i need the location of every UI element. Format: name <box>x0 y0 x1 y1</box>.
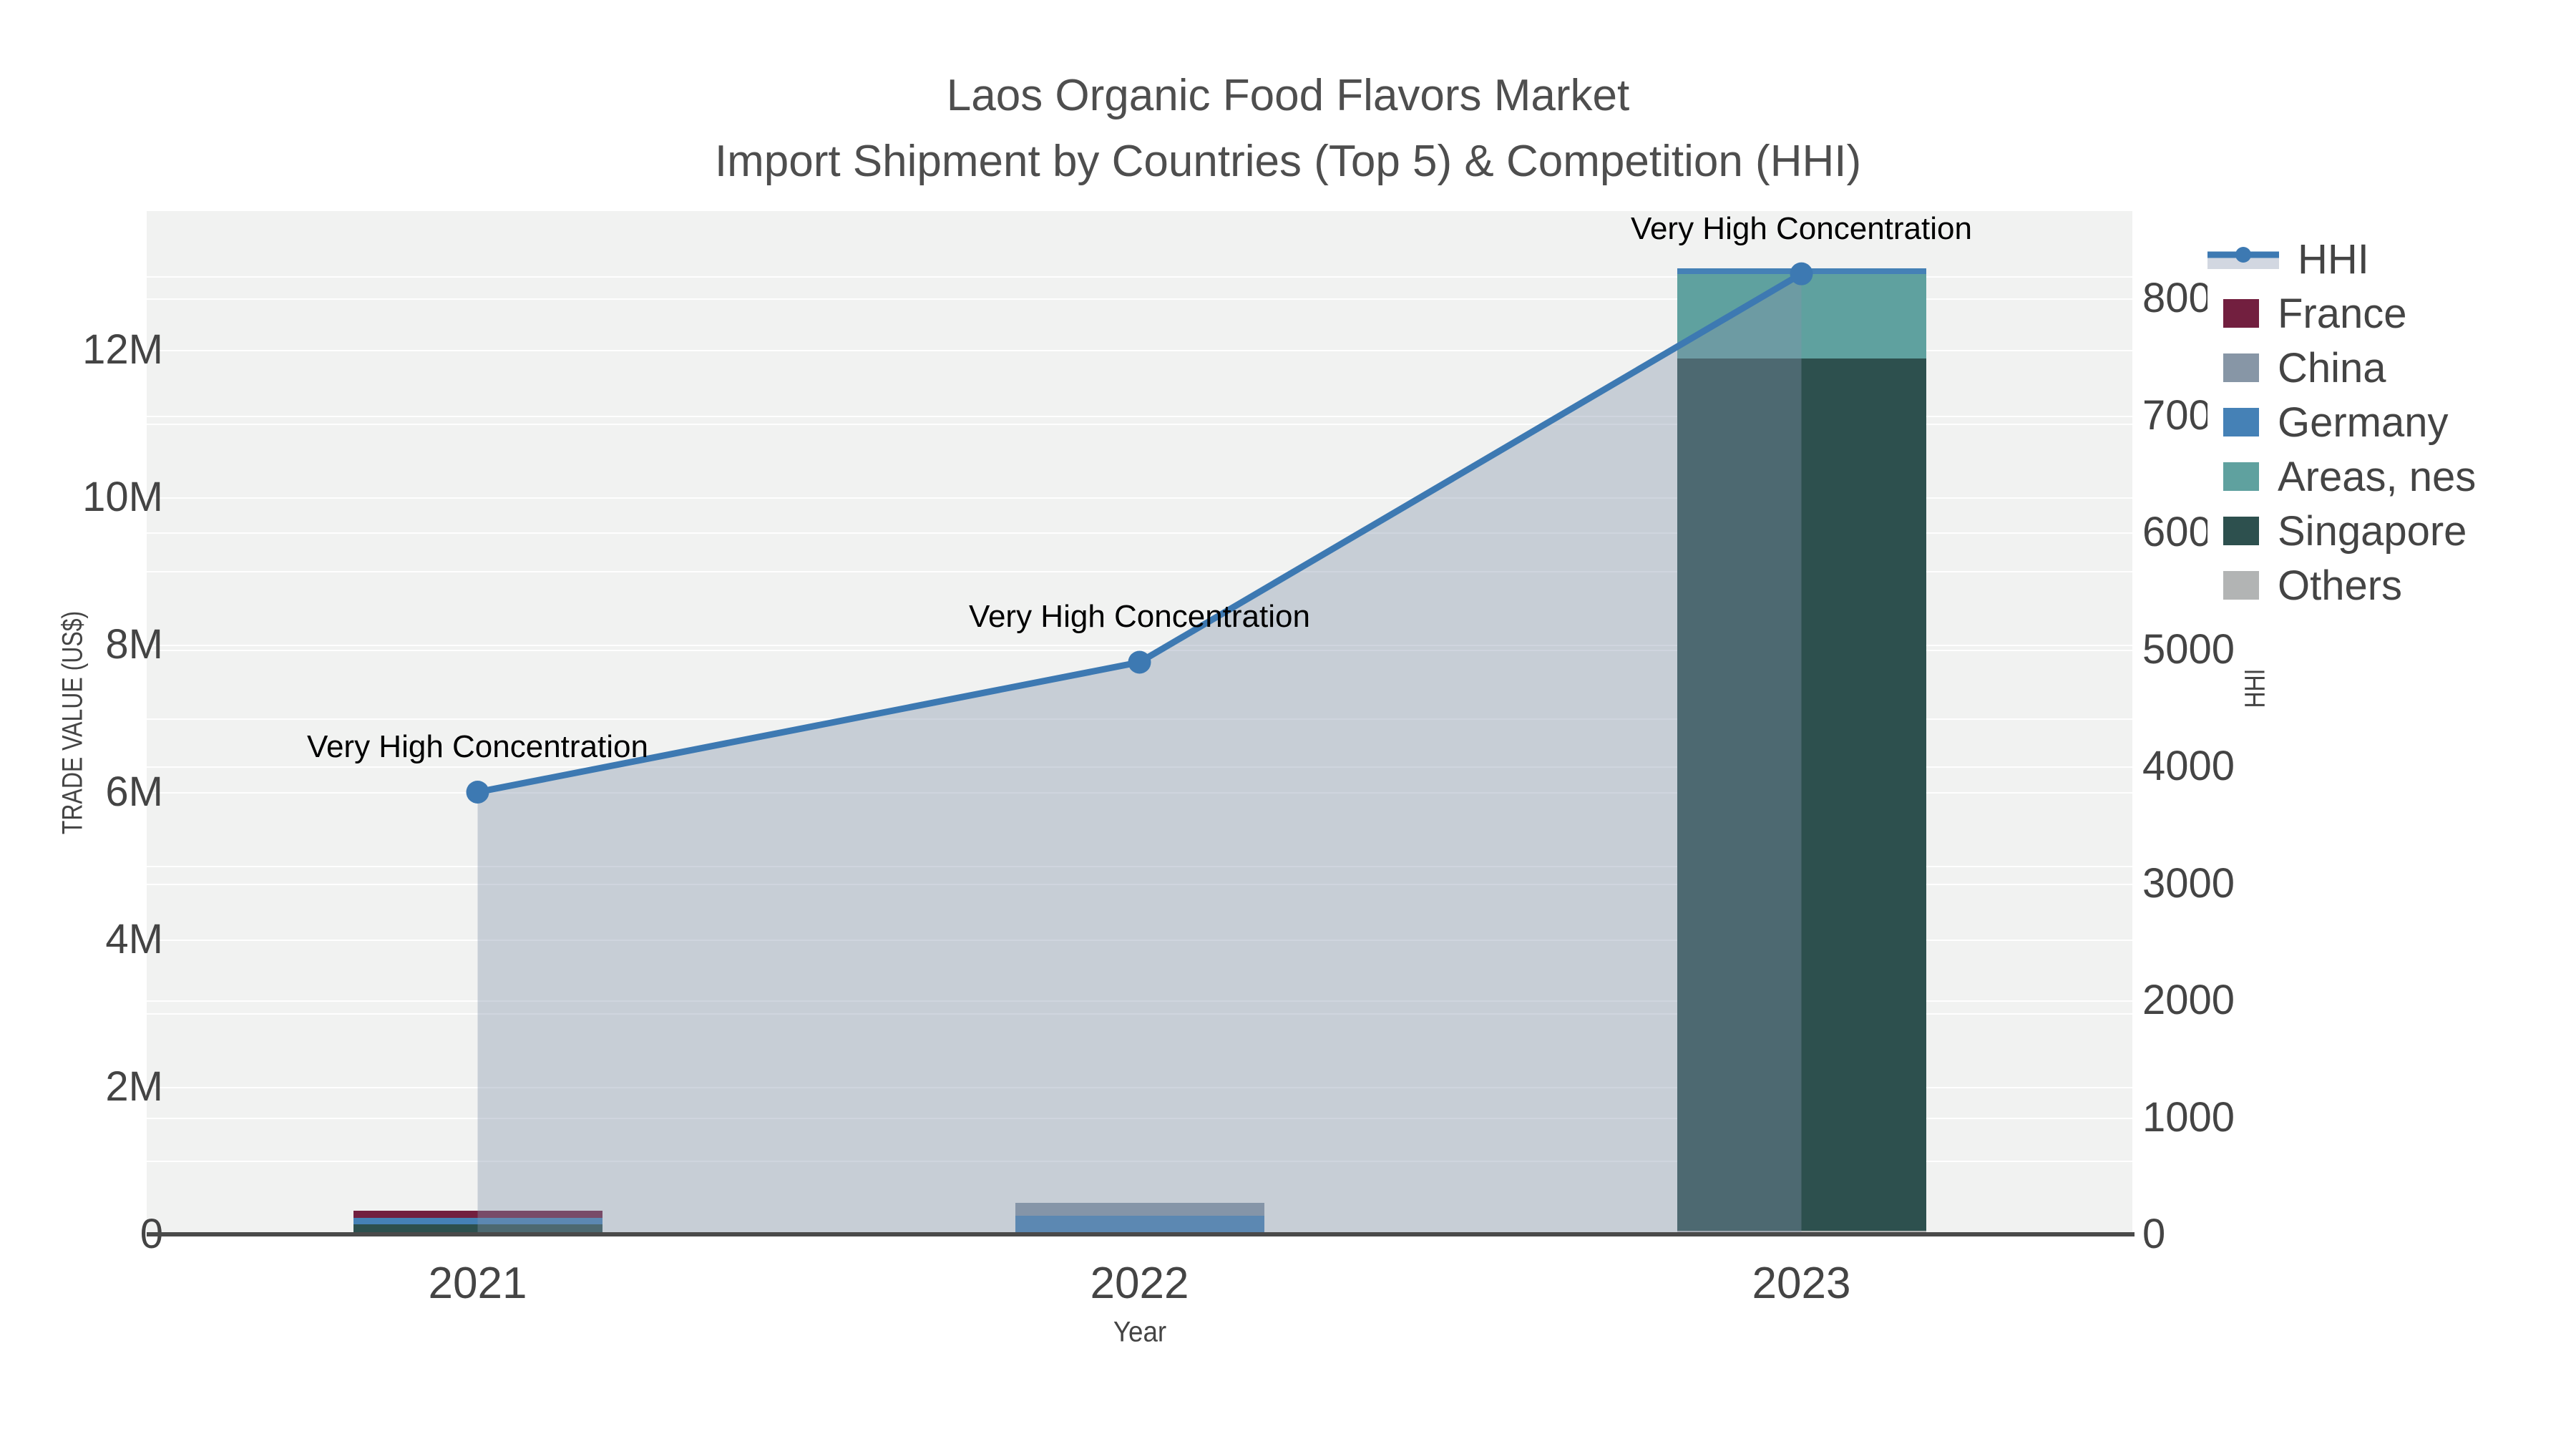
gridline <box>147 940 2132 941</box>
legend: HHI France China Germany Areas, nes Singapore… <box>2207 228 2576 617</box>
bar-segment-germany-2021 <box>353 1218 602 1224</box>
legend-label: France <box>2278 290 2407 337</box>
right-tick-1000: 1000 <box>2142 1093 2235 1141</box>
chart-title-line1: Laos Organic Food Flavors Market <box>946 71 1630 120</box>
left-tick-10M: 10M <box>82 474 163 520</box>
gridline <box>147 1117 2132 1119</box>
chart-title: Laos Organic Food Flavors Market Import … <box>0 63 2576 195</box>
left-tick-8M: 8M <box>105 621 163 668</box>
legend-swatch-others <box>2223 571 2259 600</box>
right-tick-0: 0 <box>2142 1211 2166 1257</box>
legend-item-france[interactable]: France <box>2207 286 2576 341</box>
right-axis-title: HHI <box>2239 668 2271 708</box>
legend-label: China <box>2278 344 2386 391</box>
legend-item-singapore[interactable]: Singapore <box>2207 504 2576 558</box>
legend-swatch-france <box>2223 299 2259 328</box>
left-tick-12M: 12M <box>82 326 163 373</box>
gridline <box>147 1161 2132 1162</box>
left-tick-4M: 4M <box>105 916 163 962</box>
legend-label: HHI <box>2298 235 2369 283</box>
plot-area <box>147 211 2132 1234</box>
legend-swatch-china <box>2223 353 2259 382</box>
legend-item-china[interactable]: China <box>2207 341 2576 395</box>
legend-label: Germany <box>2278 399 2449 446</box>
bar-segment-france-2021 <box>353 1211 602 1219</box>
x-axis-title: Year <box>1113 1316 1167 1348</box>
right-tick-2000: 2000 <box>2142 977 2235 1023</box>
chart-title-line2: Import Shipment by Countries (Top 5) & C… <box>714 137 1862 186</box>
annotation-2021: Very High Concentration <box>307 728 648 764</box>
legend-label: Others <box>2278 562 2403 609</box>
left-axis-title: TRADE VALUE (US$) <box>57 610 89 835</box>
legend-item-germany[interactable]: Germany <box>2207 395 2576 449</box>
x-tick-2022: 2022 <box>1090 1259 1189 1308</box>
legend-label: Areas, nes <box>2278 453 2477 500</box>
bar-segment-germany-2023 <box>1677 268 1926 274</box>
gridline <box>147 883 2132 885</box>
legend-item-others[interactable]: Others <box>2207 558 2576 613</box>
left-tick-6M: 6M <box>105 769 163 815</box>
bar-segment-singapore-2023 <box>1677 358 1926 1231</box>
annotation-2023: Very High Concentration <box>1631 210 1972 246</box>
left-tick-0: 0 <box>140 1211 163 1257</box>
bar-segment-china-2022 <box>1015 1202 1264 1216</box>
bar-segment-germany-2022 <box>1015 1216 1264 1234</box>
hhi-line-legend-sample <box>2207 243 2279 275</box>
right-tick-4000: 4000 <box>2142 743 2235 789</box>
x-axis-line <box>147 1232 2135 1236</box>
gridline <box>147 866 2132 867</box>
right-tick-5000: 5000 <box>2142 625 2235 673</box>
right-tick-3000: 3000 <box>2142 859 2235 907</box>
bar-segment-singapore-2021 <box>353 1224 602 1234</box>
legend-item-hhi[interactable]: HHI <box>2207 232 2576 286</box>
legend-label: Singapore <box>2278 507 2467 555</box>
gridline <box>147 1013 2132 1015</box>
legend-swatch-germany <box>2223 408 2259 436</box>
legend-item-areas-nes[interactable]: Areas, nes <box>2207 449 2576 504</box>
gridline <box>147 1000 2132 1002</box>
legend-swatch-areas-nes <box>2223 462 2259 491</box>
left-tick-2M: 2M <box>105 1063 163 1110</box>
legend-swatch-singapore <box>2223 517 2259 545</box>
annotation-2022: Very High Concentration <box>969 599 1310 635</box>
x-tick-2023: 2023 <box>1752 1259 1851 1308</box>
bar-segment-areas-nes-2023 <box>1677 273 1926 359</box>
gridline <box>147 1087 2132 1088</box>
x-tick-2021: 2021 <box>428 1259 527 1308</box>
